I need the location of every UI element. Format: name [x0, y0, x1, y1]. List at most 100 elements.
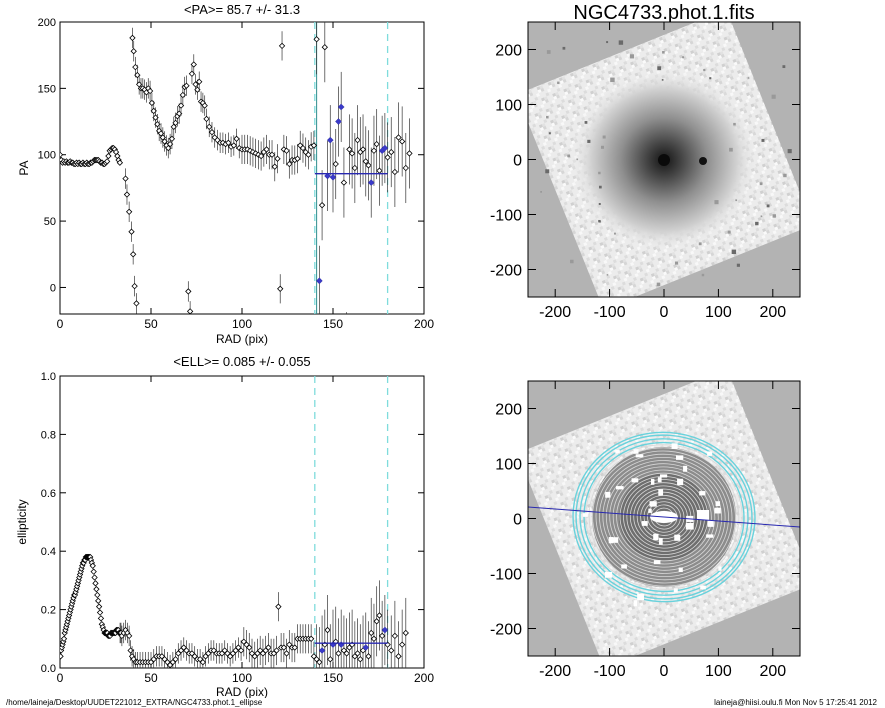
background-source [557, 81, 560, 84]
ell-point [246, 644, 253, 651]
pa-point [406, 150, 413, 157]
ell-point [283, 650, 290, 657]
pa-point [277, 285, 284, 292]
pa-xtick-label: 200 [414, 317, 434, 331]
pa-point [233, 135, 240, 142]
ell-point [97, 615, 105, 622]
img-bot-xtick-label: 100 [705, 663, 732, 680]
img-bot-ytick-label: 0 [513, 512, 522, 529]
pa-point [351, 164, 359, 172]
ell-ytick-label: 0.4 [41, 546, 56, 558]
pa-point [123, 191, 131, 198]
pa-xtick-label: 0 [57, 317, 64, 331]
background-source [598, 202, 601, 205]
background-source [562, 46, 566, 50]
image-title: NGC4733.phot.1.fits [573, 2, 754, 24]
background-source [782, 65, 786, 69]
mask-patch [608, 537, 614, 544]
pa-point [299, 144, 307, 152]
pa-highlight-point [335, 118, 342, 125]
ell-point [357, 656, 364, 663]
pa-point [321, 44, 328, 51]
ell-point [89, 562, 96, 569]
ell-point [92, 580, 99, 587]
pa-point [268, 151, 276, 158]
ell-point [95, 603, 103, 610]
mask-patch [633, 449, 639, 454]
mask-patch [658, 538, 663, 545]
background-source [570, 259, 574, 264]
ell-xtick-label: 200 [414, 671, 434, 685]
pa-point [310, 142, 318, 149]
pa-point [370, 147, 378, 154]
pa-point [263, 146, 270, 153]
pa-point [388, 148, 395, 156]
footer-file-path: /home/laineja/Desktop/UUDET221012_EXTRA/… [6, 698, 263, 707]
ell-point [343, 650, 350, 657]
ell-ytick-label: 1.0 [41, 371, 56, 383]
ell-point [60, 635, 68, 642]
mask-patch [604, 571, 613, 578]
pa-point [129, 251, 137, 258]
mask-patch [621, 564, 627, 569]
background-source [714, 200, 719, 205]
pa-point [122, 175, 129, 182]
pa-panel: <PA>= 85.7 +/- 31.3 0 50 100 150 200 0 50 100 15… [17, 2, 434, 346]
background-source [783, 173, 787, 178]
pa-point [105, 152, 112, 160]
ell-point [354, 650, 361, 657]
star-mask [697, 510, 709, 520]
background-source [729, 147, 733, 152]
ell-point [307, 635, 315, 642]
pa-point [103, 158, 111, 165]
pa-point [219, 139, 227, 146]
mask-patch [612, 537, 619, 543]
img-top-ytick-label: 200 [495, 43, 522, 60]
background-source [610, 77, 615, 83]
ell-ytick-label: 0.8 [41, 429, 56, 441]
pa-point [348, 150, 356, 157]
background-source [584, 121, 588, 124]
pa-point [125, 208, 133, 215]
pa-point [278, 42, 286, 50]
pa-point [225, 139, 232, 146]
background-source [567, 154, 571, 158]
pa-point [365, 162, 372, 169]
mask-patch [605, 491, 611, 498]
ellipticity-panel: <ELL>= 0.085 +/- 0.055 0 50 100 150 200 0.0 0.… [15, 354, 435, 699]
img-top-ytick-label: -100 [490, 208, 522, 225]
mask-patch [673, 588, 678, 593]
pa-point [359, 146, 367, 153]
pa-xtick-label: 50 [144, 317, 158, 331]
ell-point [199, 658, 207, 666]
img-bot-ytick-label: -200 [490, 622, 522, 639]
ellipticity-plot-area: 0 50 100 150 200 0.0 0.2 0.4 0.6 0.8 1.0 [41, 371, 435, 685]
mask-patch [659, 474, 668, 478]
mask-patch [582, 513, 588, 517]
pa-point [402, 164, 409, 172]
mask-patch [671, 443, 678, 449]
ell-point [373, 618, 380, 625]
ell-highlight-point [362, 644, 369, 651]
background-source [599, 185, 602, 189]
mask-patch [653, 560, 661, 565]
pa-point [286, 160, 293, 168]
ell-point [125, 632, 133, 640]
mask-patch [635, 454, 644, 458]
mask-patch [658, 489, 664, 496]
background-source [629, 54, 634, 59]
background-source [546, 115, 549, 119]
img-bot-xtick-label: 200 [759, 663, 786, 680]
pa-point [168, 135, 176, 142]
mask-patch [633, 600, 637, 607]
background-source [701, 273, 705, 277]
img-bot-ytick-label: 200 [495, 402, 522, 419]
pa-point [130, 48, 137, 55]
ell-ytick-label: 0.0 [41, 663, 56, 675]
ell-point [324, 626, 331, 634]
pa-point [283, 147, 290, 154]
ell-point [275, 603, 282, 610]
pa-ytick-label: 200 [38, 17, 56, 29]
pa-point [201, 102, 208, 109]
pa-point [203, 115, 210, 123]
